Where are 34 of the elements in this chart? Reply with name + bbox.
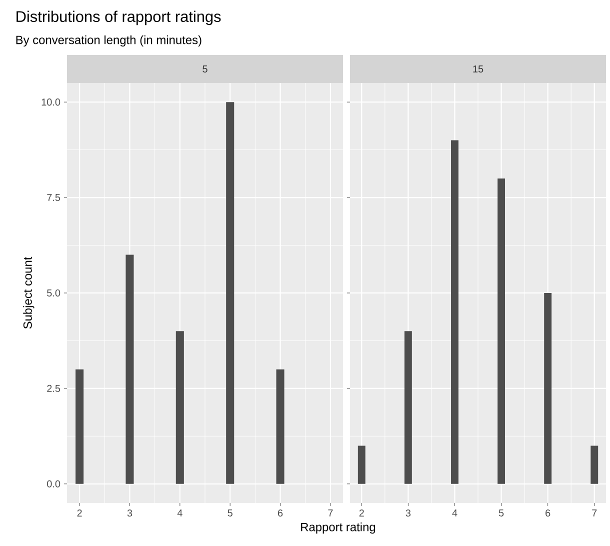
x-tick-label: 7 bbox=[592, 510, 597, 516]
x-tick-label: 3 bbox=[406, 510, 411, 517]
chart-subtitle: By conversation length (in minutes) bbox=[16, 35, 202, 47]
x-tick-label: 5 bbox=[498, 510, 504, 516]
y-tick-label: 0.0 bbox=[47, 480, 60, 488]
bar bbox=[276, 369, 284, 484]
x-tick-label: 4 bbox=[452, 510, 458, 516]
text: 15 bbox=[473, 66, 484, 72]
x-tick-label: 3 bbox=[127, 510, 132, 517]
y-tick-label: 7.5 bbox=[47, 194, 60, 201]
x-tick-label: 2 bbox=[77, 510, 82, 516]
bar bbox=[590, 446, 598, 484]
x-tick-label: 5 bbox=[228, 510, 232, 516]
x-tick-label: 6 bbox=[278, 510, 283, 517]
text: 5 bbox=[202, 66, 208, 72]
x-axis-title: Rapport rating bbox=[301, 522, 376, 534]
bar bbox=[226, 102, 234, 484]
bar bbox=[498, 178, 506, 484]
y-tick-label: 10.0 bbox=[42, 98, 60, 106]
chart-title: Distributions of rapport ratings bbox=[16, 10, 221, 26]
bar bbox=[358, 446, 366, 484]
y-axis-title: Subject count bbox=[23, 256, 34, 329]
x-tick-label: 6 bbox=[546, 510, 550, 517]
y-tick-label: 5.0 bbox=[47, 289, 60, 297]
bar bbox=[544, 292, 552, 484]
x-tick-label: 4 bbox=[177, 510, 182, 516]
bar bbox=[404, 331, 412, 484]
bar bbox=[126, 254, 134, 484]
y-tick-label: 2.5 bbox=[47, 384, 60, 392]
bar bbox=[176, 331, 184, 484]
x-tick-label: 7 bbox=[328, 510, 333, 516]
bar bbox=[451, 140, 458, 484]
x-tick-label: 2 bbox=[359, 510, 364, 516]
bar bbox=[76, 369, 84, 484]
